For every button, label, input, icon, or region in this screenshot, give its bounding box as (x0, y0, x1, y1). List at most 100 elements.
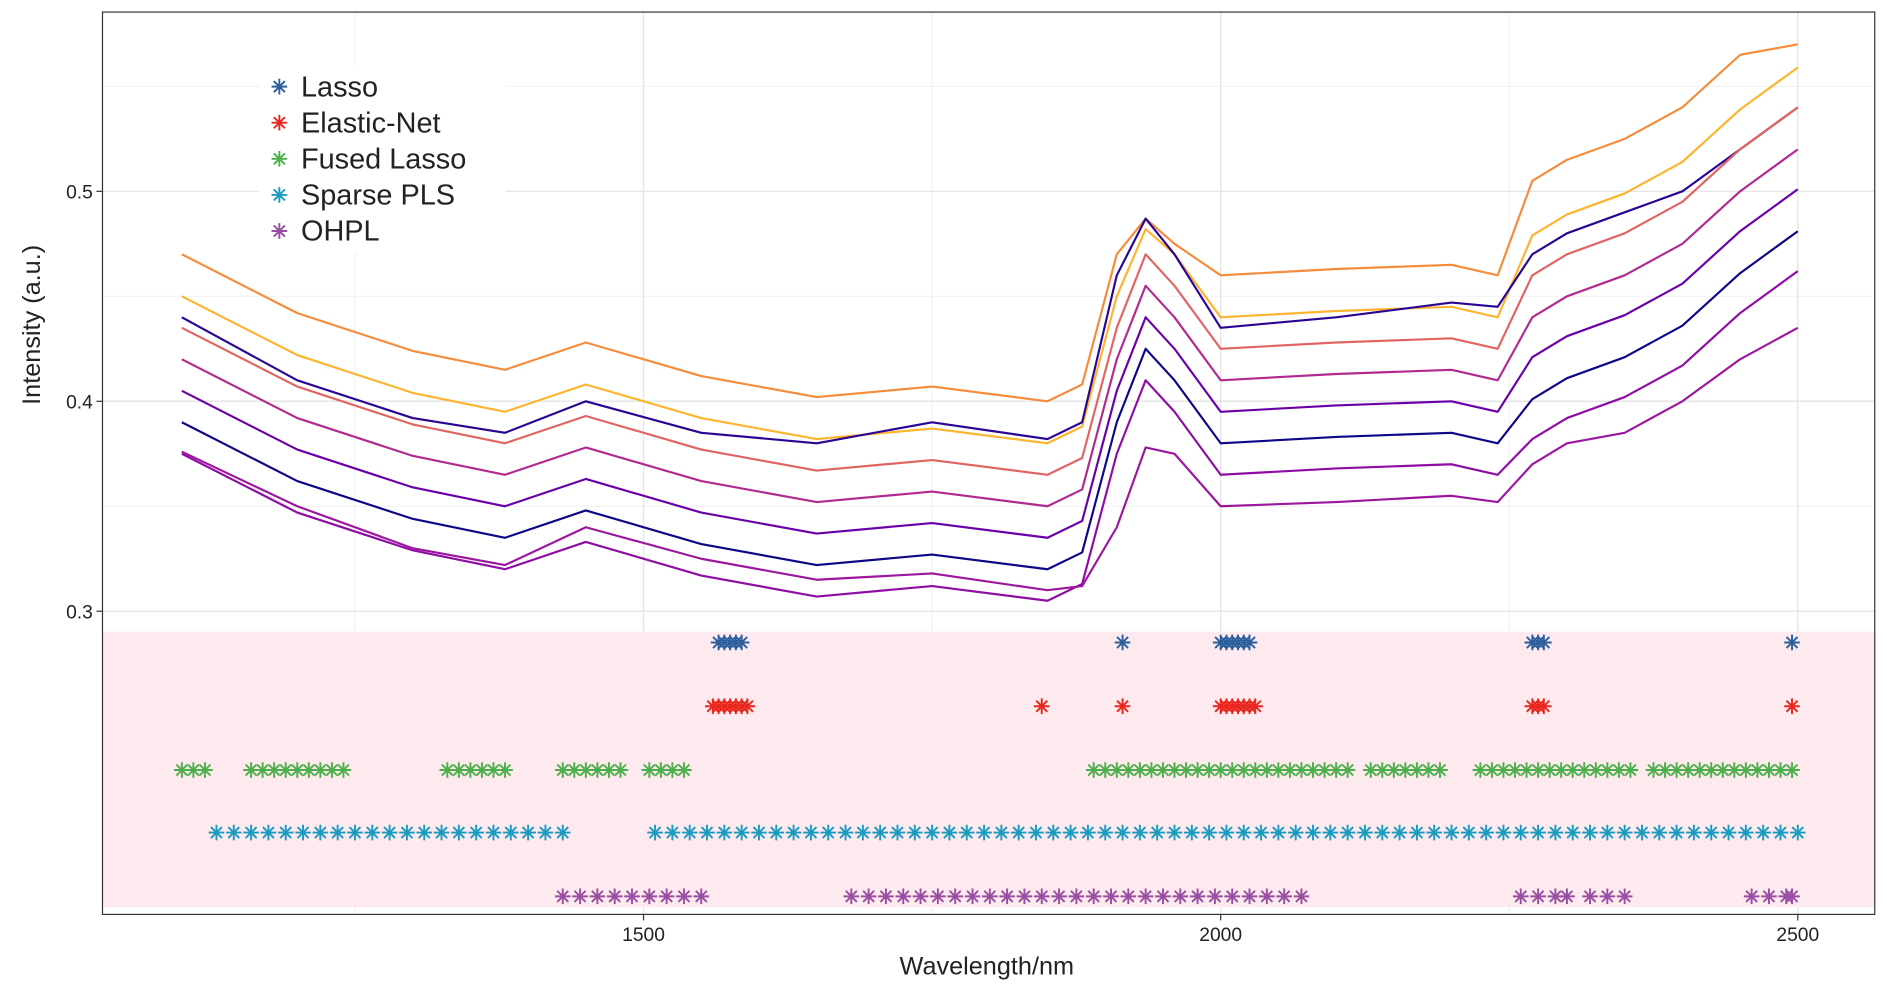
selection-marker (266, 762, 283, 778)
legend-marker (271, 150, 288, 167)
selection-marker (433, 824, 450, 841)
selection-marker (716, 824, 733, 841)
selection-marker (641, 888, 658, 905)
selection-marker (912, 888, 929, 905)
selection-marker (289, 762, 306, 778)
selection-marker (1680, 762, 1696, 778)
selection-marker (381, 824, 398, 841)
selection-marker (197, 762, 213, 778)
selection-marker (1599, 824, 1616, 841)
legend-marker (271, 78, 288, 95)
x-tick-label: 1500 (622, 925, 665, 946)
spectra (181, 43, 1799, 602)
selection-marker (1108, 762, 1125, 778)
selection-marker (1357, 824, 1373, 841)
x-tick-label: 2000 (1199, 925, 1242, 946)
selection-marker (681, 824, 698, 841)
selection-marker (906, 824, 923, 841)
spectrum-line (181, 230, 1799, 571)
selection-marker (364, 824, 381, 841)
selection-marker (1259, 762, 1275, 778)
selection-marker (1085, 762, 1102, 778)
selection-marker (1478, 824, 1494, 841)
selection-marker (1259, 888, 1275, 905)
selection-marker (185, 762, 202, 778)
selection-marker (1784, 698, 1800, 715)
selection-marker (653, 762, 669, 778)
selection-marker (647, 824, 663, 841)
selection-marker (485, 762, 502, 778)
selection-marker (1530, 824, 1546, 841)
x-axis-title: Wavelength/nm (900, 953, 1074, 981)
selection-marker (1155, 762, 1171, 778)
selection-marker (520, 824, 536, 841)
selection-marker (208, 824, 225, 841)
selection-marker (1611, 762, 1627, 778)
selection-marker (1599, 888, 1616, 905)
selection-marker (837, 824, 854, 841)
selection-marker (554, 824, 571, 841)
selection-marker (1616, 888, 1633, 905)
selection-marker (1564, 824, 1581, 841)
selection-marker (1691, 762, 1708, 778)
selection-marker (664, 824, 681, 841)
selection-marker (1201, 762, 1217, 778)
selection-marker (1507, 762, 1523, 778)
selection-marker (1432, 762, 1448, 778)
selection-marker (300, 762, 317, 778)
selection-marker (1541, 762, 1558, 778)
selection-marker (733, 824, 750, 841)
selection-marker (1599, 762, 1616, 778)
legend-marker (271, 187, 288, 203)
selection-marker (1420, 762, 1437, 778)
selection-marker (1789, 824, 1806, 841)
selection-marker (589, 888, 606, 905)
selection-marker (1582, 888, 1598, 905)
selection-marker (606, 888, 623, 905)
selection-marker (474, 762, 490, 778)
selection-marker (1033, 698, 1050, 715)
selection-marker (1703, 824, 1720, 841)
selection-marker (1409, 824, 1425, 841)
selection-marker (1016, 888, 1033, 905)
selection-marker (855, 824, 871, 841)
selection-marker (1397, 762, 1414, 778)
selection-marker (399, 824, 415, 841)
selection-marker (1738, 824, 1754, 841)
selection-marker (699, 824, 715, 841)
selection-marker (1761, 762, 1777, 778)
selection-marker (1287, 824, 1304, 841)
selection-marker (468, 824, 484, 841)
selection-marker (1755, 824, 1771, 841)
selection-marker (843, 888, 860, 905)
legend-label: Elastic-Net (301, 107, 441, 139)
selection-marker (1374, 824, 1391, 841)
legend-label: Lasso (301, 71, 378, 103)
selection-marker (976, 824, 992, 841)
selection-marker (502, 824, 519, 841)
legend-label: Sparse PLS (301, 180, 455, 212)
selection-marker (1155, 888, 1171, 905)
selection-marker (1062, 824, 1079, 841)
selection-marker (1518, 762, 1535, 778)
selection-marker (1362, 762, 1379, 778)
selection-marker (1183, 824, 1200, 841)
selection-marker (462, 762, 479, 778)
selection-marker (451, 824, 467, 841)
x-tick-label: 2500 (1776, 925, 1819, 946)
selection-marker (335, 762, 352, 778)
legend: Lasso Elastic-Net Fused Lasso Sparse PLS OHP… (258, 66, 506, 253)
selection-marker (1235, 762, 1252, 778)
selection-marker (1132, 824, 1148, 841)
selection-marker (1339, 824, 1356, 841)
selection-marker (1120, 762, 1137, 778)
selection-marker (751, 824, 767, 841)
spectrum-line (181, 326, 1799, 592)
selection-marker (1484, 762, 1500, 778)
selection-marker (1201, 824, 1217, 841)
selection-marker (1772, 762, 1789, 778)
selection-marker (1472, 762, 1489, 778)
selection-marker (733, 634, 750, 651)
selection-marker (572, 888, 588, 905)
selection-marker (1224, 762, 1241, 778)
